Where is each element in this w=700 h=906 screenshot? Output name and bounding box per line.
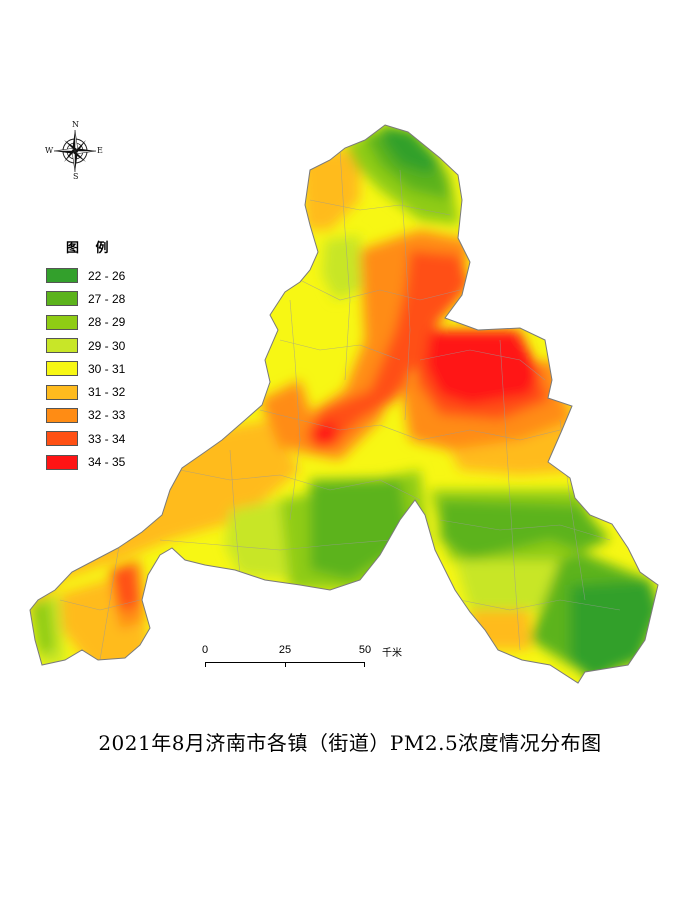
legend-swatch [46,314,78,330]
legend-label: 29 - 30 [88,338,126,353]
legend-label: 31 - 32 [88,385,126,400]
scale-tick-label: 0 [201,644,209,656]
compass-east-label: E [97,146,103,155]
pm25-band-31-32 [30,420,300,620]
legend-label: 27 - 28 [88,291,126,306]
pm25-band-22-26 [570,580,658,680]
legend-item: 30 - 31 [46,357,186,380]
legend-item: 29 - 30 [46,334,186,357]
pm25-band-31-32 [300,150,360,230]
legend-swatch [46,454,78,470]
pm25-band-34-35 [310,420,338,448]
legend: 图 例 22 - 26 27 - 28 28 - 29 29 - 30 30 -… [46,237,186,474]
legend-swatch [46,361,78,377]
scale-unit-label: 千米 [382,648,402,659]
pm25-band-33-34 [305,250,470,440]
legend-item: 31 - 32 [46,380,186,403]
pm25-band-32-33 [260,380,320,450]
scale-bar: 0 25 50 千米 [200,640,420,680]
legend-swatch [46,407,78,423]
scale-tick-label: 50 [358,644,372,656]
pm25-band-22-26 [380,125,440,175]
pm25-band-29-30 [322,235,362,300]
legend-swatch [46,338,78,354]
legend-label: 22 - 26 [88,268,126,283]
pm25-band-29-30 [455,560,560,610]
legend-label: 28 - 29 [88,315,126,330]
legend-label: 34 - 35 [88,455,126,470]
compass-west-label: W [45,146,54,155]
legend-item: 27 - 28 [46,287,186,310]
scale-tick-label: 25 [278,644,292,656]
legend-swatch [46,384,78,400]
map-title: 2021年8月济南市各镇（街道）PM2.5浓度情况分布图 [98,731,602,755]
scale-mark [285,662,286,667]
scale-mark [205,662,206,667]
legend-title: 图 例 [66,241,115,256]
legend-item: 34 - 35 [46,450,186,473]
legend-swatch [46,268,78,284]
pm25-band-34-35 [425,330,540,405]
district-boundaries [59,149,621,661]
legend-label: 32 - 33 [88,408,126,423]
compass-icon [53,129,97,173]
pm25-band-29-30 [225,495,300,580]
legend-label: 33 - 34 [88,431,126,446]
compass-north-label: N [72,120,79,129]
legend-label: 30 - 31 [88,361,126,376]
pm25-band-33-34 [110,562,140,612]
legend-swatch [46,291,78,307]
legend-item: 32 - 33 [46,404,186,427]
compass-rose: N S E W [44,120,106,182]
compass-south-label: S [73,172,79,181]
scale-mark [364,662,365,667]
legend-item: 28 - 29 [46,311,186,334]
pm25-band-28-29 [30,600,55,655]
legend-item: 22 - 26 [46,264,186,287]
legend-items: 22 - 26 27 - 28 28 - 29 29 - 30 30 - 31 … [46,264,186,474]
legend-item: 33 - 34 [46,427,186,450]
legend-swatch [46,431,78,447]
